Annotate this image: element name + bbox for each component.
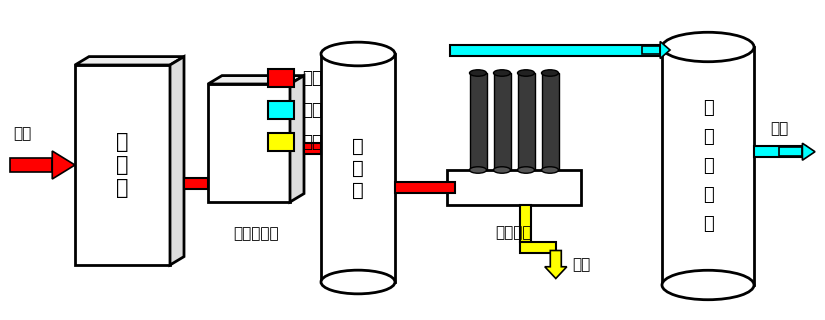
Polygon shape [184,178,208,188]
Polygon shape [521,205,531,242]
Bar [469,73,487,170]
Polygon shape [779,148,803,156]
Bar [268,101,294,119]
Text: 缓
冲
罐: 缓 冲 罐 [352,137,364,199]
Text: 氮气: 氮气 [302,133,322,151]
Polygon shape [75,65,170,265]
Bar [541,73,559,170]
Text: 空气: 空气 [302,69,322,87]
Polygon shape [660,42,670,59]
Ellipse shape [541,70,559,76]
Polygon shape [544,251,567,278]
Polygon shape [321,54,395,282]
Text: 空气预处理: 空气预处理 [233,226,279,241]
Ellipse shape [517,70,535,76]
Text: 工
艺
缓
冲
罐: 工 艺 缓 冲 罐 [703,99,714,233]
Text: 空气: 空气 [13,126,31,141]
Ellipse shape [662,270,754,300]
Bar [268,69,294,87]
Ellipse shape [517,167,535,173]
Bar [268,133,294,151]
Text: 卷式膜组: 卷式膜组 [496,225,532,240]
Text: 富氮: 富氮 [572,258,590,273]
Polygon shape [290,76,304,202]
Ellipse shape [662,32,754,62]
Polygon shape [208,84,290,202]
Polygon shape [754,146,806,157]
Polygon shape [208,76,304,84]
Text: 氧气: 氧气 [302,101,322,119]
Polygon shape [803,143,815,160]
Polygon shape [450,44,662,55]
Polygon shape [10,158,52,172]
Polygon shape [395,182,455,193]
Text: 压
缩
机: 压 缩 机 [116,132,129,198]
Bar [493,73,511,170]
Polygon shape [52,151,75,179]
Ellipse shape [469,167,487,173]
Ellipse shape [493,167,511,173]
Polygon shape [642,46,660,54]
Text: 氧气: 氧气 [770,121,788,136]
Bar [517,73,535,170]
Ellipse shape [493,70,511,76]
Polygon shape [662,47,754,285]
Polygon shape [170,57,184,265]
Bar [447,170,581,205]
Ellipse shape [541,167,559,173]
Ellipse shape [321,270,395,294]
Ellipse shape [469,70,487,76]
Polygon shape [75,57,184,65]
Polygon shape [521,242,556,252]
Ellipse shape [321,42,395,66]
Polygon shape [304,142,321,154]
